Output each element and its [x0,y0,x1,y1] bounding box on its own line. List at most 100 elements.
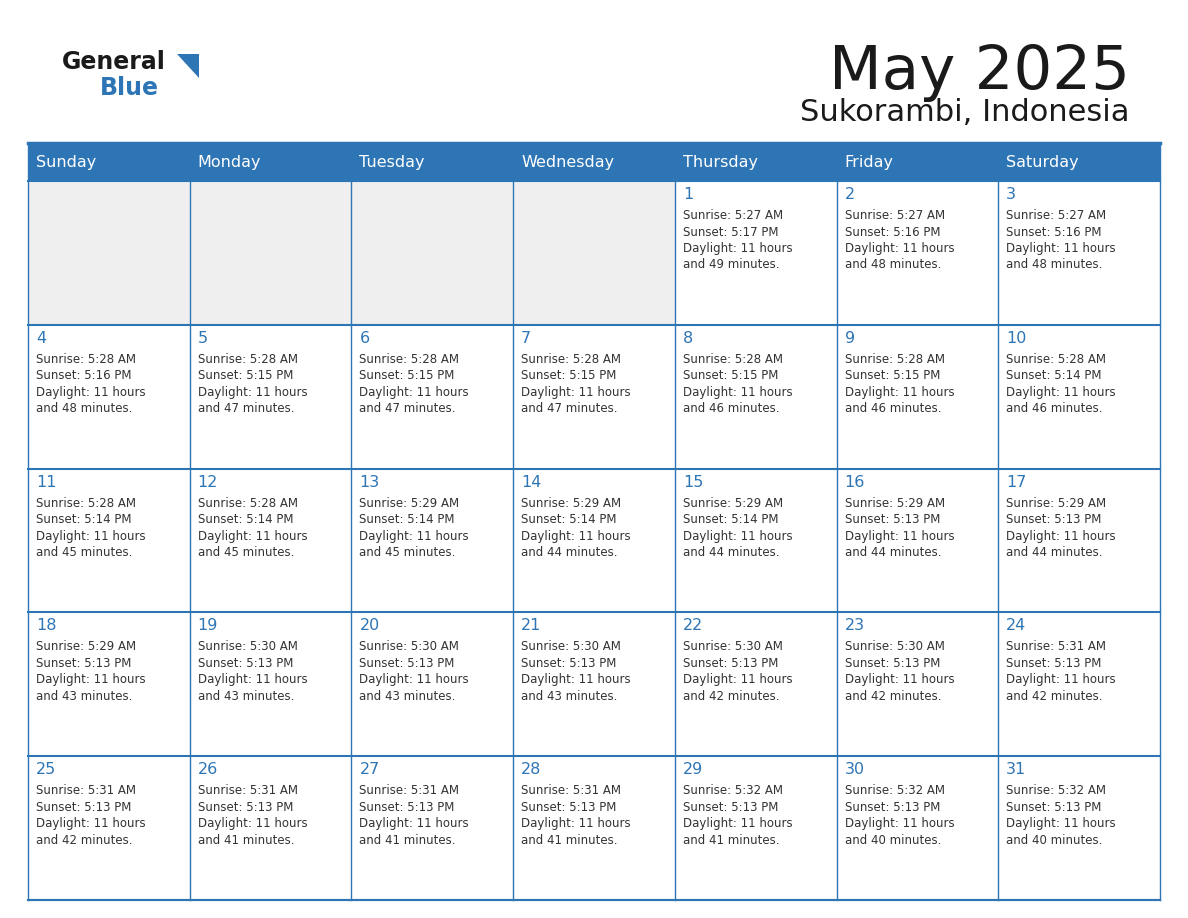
Text: Sunset: 5:13 PM: Sunset: 5:13 PM [522,800,617,813]
Text: and 47 minutes.: and 47 minutes. [360,402,456,415]
Text: and 49 minutes.: and 49 minutes. [683,259,779,272]
Bar [352,181,513,325]
Text: Sunrise: 5:27 AM: Sunrise: 5:27 AM [1006,209,1106,222]
Bar [836,181,998,325]
Text: Daylight: 11 hours: Daylight: 11 hours [522,386,631,398]
Text: Daylight: 11 hours: Daylight: 11 hours [683,674,792,687]
Text: Daylight: 11 hours: Daylight: 11 hours [845,530,954,543]
Text: Sunrise: 5:32 AM: Sunrise: 5:32 AM [845,784,944,797]
Text: Sunrise: 5:31 AM: Sunrise: 5:31 AM [197,784,298,797]
Text: Daylight: 11 hours: Daylight: 11 hours [197,530,308,543]
Text: and 47 minutes.: and 47 minutes. [522,402,618,415]
Text: and 42 minutes.: and 42 minutes. [683,690,779,703]
Bar [190,612,352,756]
Text: Sunset: 5:17 PM: Sunset: 5:17 PM [683,226,778,239]
Bar [998,468,1159,612]
Text: and 41 minutes.: and 41 minutes. [197,834,295,846]
Text: Sunset: 5:13 PM: Sunset: 5:13 PM [36,800,132,813]
Text: Sunset: 5:13 PM: Sunset: 5:13 PM [683,800,778,813]
Bar [29,756,190,900]
Bar [675,756,836,900]
Text: Sunday: Sunday [36,154,96,170]
Text: 10: 10 [1006,330,1026,346]
Bar [675,325,836,468]
Text: Sunrise: 5:29 AM: Sunrise: 5:29 AM [36,641,137,654]
Text: Sunrise: 5:30 AM: Sunrise: 5:30 AM [522,641,621,654]
Text: and 41 minutes.: and 41 minutes. [522,834,618,846]
Text: Sunset: 5:13 PM: Sunset: 5:13 PM [197,657,293,670]
Text: Daylight: 11 hours: Daylight: 11 hours [683,242,792,255]
Text: Sunset: 5:14 PM: Sunset: 5:14 PM [683,513,778,526]
Text: and 45 minutes.: and 45 minutes. [360,546,456,559]
Text: Daylight: 11 hours: Daylight: 11 hours [360,817,469,830]
Text: Daylight: 11 hours: Daylight: 11 hours [197,386,308,398]
Text: Sunrise: 5:29 AM: Sunrise: 5:29 AM [522,497,621,509]
Text: Wednesday: Wednesday [522,154,614,170]
Bar [998,325,1159,468]
Text: Sunset: 5:15 PM: Sunset: 5:15 PM [197,369,293,382]
Text: and 44 minutes.: and 44 minutes. [683,546,779,559]
Text: Sunset: 5:13 PM: Sunset: 5:13 PM [360,800,455,813]
Text: 16: 16 [845,475,865,489]
Text: Sunset: 5:15 PM: Sunset: 5:15 PM [683,369,778,382]
Bar [998,612,1159,756]
Text: 1: 1 [683,187,693,202]
Text: 20: 20 [360,619,380,633]
Text: and 40 minutes.: and 40 minutes. [1006,834,1102,846]
Bar [513,756,675,900]
Text: and 47 minutes.: and 47 minutes. [197,402,295,415]
Bar [675,181,836,325]
Bar [29,325,190,468]
Text: Daylight: 11 hours: Daylight: 11 hours [36,530,146,543]
Text: 9: 9 [845,330,854,346]
Text: and 43 minutes.: and 43 minutes. [522,690,618,703]
Bar [513,468,675,612]
Text: Sunset: 5:14 PM: Sunset: 5:14 PM [197,513,293,526]
Text: Sunset: 5:13 PM: Sunset: 5:13 PM [36,657,132,670]
Text: 8: 8 [683,330,693,346]
Text: and 40 minutes.: and 40 minutes. [845,834,941,846]
Bar [675,468,836,612]
Text: and 43 minutes.: and 43 minutes. [360,690,456,703]
Text: 17: 17 [1006,475,1026,489]
Text: and 46 minutes.: and 46 minutes. [845,402,941,415]
Bar [29,181,190,325]
Text: 28: 28 [522,762,542,778]
Text: Daylight: 11 hours: Daylight: 11 hours [36,817,146,830]
Text: 18: 18 [36,619,57,633]
Text: Daylight: 11 hours: Daylight: 11 hours [1006,242,1116,255]
Text: Daylight: 11 hours: Daylight: 11 hours [522,530,631,543]
Text: Daylight: 11 hours: Daylight: 11 hours [845,386,954,398]
Text: Sunrise: 5:31 AM: Sunrise: 5:31 AM [522,784,621,797]
Text: 5: 5 [197,330,208,346]
Text: Daylight: 11 hours: Daylight: 11 hours [36,386,146,398]
Text: and 42 minutes.: and 42 minutes. [845,690,941,703]
Text: Sunrise: 5:30 AM: Sunrise: 5:30 AM [360,641,460,654]
Text: 25: 25 [36,762,56,778]
Text: Sunset: 5:13 PM: Sunset: 5:13 PM [683,657,778,670]
Text: Sunset: 5:13 PM: Sunset: 5:13 PM [1006,800,1101,813]
Text: Daylight: 11 hours: Daylight: 11 hours [197,674,308,687]
Text: and 45 minutes.: and 45 minutes. [36,546,132,559]
Text: and 48 minutes.: and 48 minutes. [1006,259,1102,272]
Text: and 44 minutes.: and 44 minutes. [1006,546,1102,559]
Text: Sunrise: 5:28 AM: Sunrise: 5:28 AM [683,353,783,365]
Text: 26: 26 [197,762,217,778]
Text: and 42 minutes.: and 42 minutes. [1006,690,1102,703]
Text: 3: 3 [1006,187,1016,202]
Text: and 46 minutes.: and 46 minutes. [683,402,779,415]
Bar [190,756,352,900]
Text: 23: 23 [845,619,865,633]
Text: 15: 15 [683,475,703,489]
Text: Sunset: 5:16 PM: Sunset: 5:16 PM [36,369,132,382]
Text: 31: 31 [1006,762,1026,778]
Text: Sunrise: 5:27 AM: Sunrise: 5:27 AM [845,209,944,222]
Text: and 43 minutes.: and 43 minutes. [197,690,295,703]
Text: and 42 minutes.: and 42 minutes. [36,834,133,846]
Text: Sunrise: 5:30 AM: Sunrise: 5:30 AM [197,641,297,654]
Bar [836,612,998,756]
Text: 22: 22 [683,619,703,633]
Text: and 44 minutes.: and 44 minutes. [845,546,941,559]
Text: and 48 minutes.: and 48 minutes. [845,259,941,272]
Text: Sunrise: 5:28 AM: Sunrise: 5:28 AM [845,353,944,365]
